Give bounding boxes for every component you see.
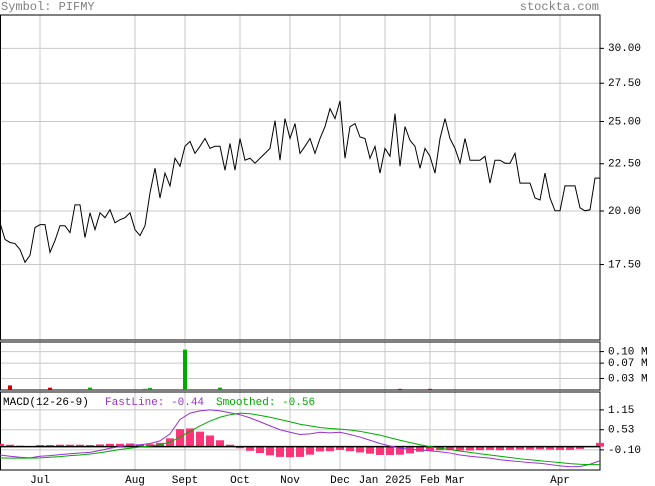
y-tick-label: 1.15 bbox=[608, 405, 634, 417]
histogram-bar bbox=[546, 446, 554, 450]
x-tick-label: Feb bbox=[420, 475, 440, 486]
volume-bar bbox=[148, 388, 152, 390]
y-tick-label: 22.50 bbox=[608, 159, 641, 171]
histogram-bar bbox=[266, 446, 274, 456]
histogram-bar bbox=[146, 444, 154, 447]
histogram-bar bbox=[556, 446, 564, 450]
y-tick-label: -0.10 bbox=[608, 445, 641, 457]
x-tick-label: Aug bbox=[125, 475, 145, 486]
histogram-bar bbox=[286, 446, 294, 458]
histogram-bar bbox=[116, 443, 124, 447]
histogram-bar bbox=[416, 446, 424, 452]
histogram-bar bbox=[386, 446, 394, 455]
x-tick-label: Mar bbox=[445, 475, 465, 486]
histogram-bar bbox=[316, 446, 324, 452]
y-tick-label: 0.03 M bbox=[608, 373, 648, 385]
volume-bar bbox=[218, 387, 222, 390]
histogram-bar bbox=[176, 429, 184, 447]
histogram-bar bbox=[196, 431, 204, 447]
volume-bar bbox=[8, 385, 12, 390]
x-tick-label: Sept bbox=[172, 475, 198, 486]
histogram-bar bbox=[46, 445, 54, 447]
histogram-bar bbox=[346, 446, 354, 452]
histogram-bar bbox=[446, 446, 454, 451]
x-tick-label: Apr bbox=[550, 475, 570, 486]
price-line bbox=[0, 100, 600, 264]
legend-entry: Smoothed: -0.56 bbox=[216, 397, 315, 409]
histogram-bar bbox=[86, 445, 94, 447]
histogram-bar bbox=[356, 446, 364, 453]
histogram-bar bbox=[216, 440, 224, 447]
volume-bar bbox=[183, 349, 187, 390]
y-tick-label: 30.00 bbox=[608, 43, 641, 55]
volume-bar bbox=[143, 388, 147, 390]
histogram-bar bbox=[466, 446, 474, 451]
histogram-bar bbox=[296, 446, 304, 457]
site-label: stockta.com bbox=[520, 0, 599, 14]
y-tick-label: 0.07 M bbox=[608, 358, 648, 370]
macd-title: MACD(12-26-9) bbox=[3, 397, 89, 409]
y-tick-label: 0.10 M bbox=[608, 347, 648, 359]
macd-line bbox=[0, 409, 601, 468]
volume-bar bbox=[48, 387, 52, 390]
y-tick-label: 25.00 bbox=[608, 116, 641, 128]
histogram-bar bbox=[486, 446, 494, 450]
symbol-label: Symbol: PIFMY bbox=[1, 0, 95, 14]
macd-line bbox=[0, 412, 600, 466]
x-tick-label: Jul bbox=[30, 475, 50, 486]
histogram-bar bbox=[6, 444, 14, 447]
x-tick-label: Dec bbox=[330, 475, 350, 486]
volume-bar bbox=[88, 387, 92, 390]
y-tick-label: 20.00 bbox=[608, 206, 641, 218]
x-tick-label: Oct bbox=[230, 475, 250, 486]
histogram-bar bbox=[566, 446, 574, 450]
volume-bar bbox=[398, 388, 402, 390]
histogram-bar bbox=[306, 446, 314, 455]
histogram-bar bbox=[406, 446, 414, 454]
histogram-bar bbox=[576, 446, 584, 449]
histogram-bar bbox=[326, 446, 334, 452]
histogram-bar bbox=[426, 446, 434, 451]
panel-frame bbox=[0, 341, 601, 391]
histogram-bar bbox=[496, 446, 504, 451]
histogram-bar bbox=[246, 446, 254, 451]
histogram-bar bbox=[136, 444, 144, 447]
histogram-bar bbox=[276, 446, 284, 457]
y-tick-label: 27.50 bbox=[608, 78, 641, 90]
y-tick-label: 0.53 bbox=[608, 425, 634, 437]
histogram-bar bbox=[506, 446, 514, 450]
histogram-bar bbox=[516, 446, 524, 450]
histogram-bar bbox=[36, 445, 44, 447]
volume-bar bbox=[428, 388, 432, 390]
histogram-bar bbox=[106, 443, 114, 447]
histogram-bar bbox=[76, 444, 84, 447]
x-tick-label: Nov bbox=[280, 475, 300, 486]
histogram-bar bbox=[0, 443, 4, 447]
panel-frame bbox=[0, 14, 601, 341]
histogram-bar bbox=[366, 446, 374, 454]
y-tick-label: 17.50 bbox=[608, 259, 641, 271]
histogram-bar bbox=[456, 446, 464, 451]
histogram-bar bbox=[56, 444, 64, 447]
legend-entry: FastLine: -0.44 bbox=[105, 397, 204, 409]
panel-frame bbox=[0, 391, 601, 471]
histogram-bar bbox=[336, 446, 344, 450]
histogram-bar bbox=[206, 435, 214, 447]
histogram-bar bbox=[526, 446, 534, 450]
x-tick-label: Jan 2025 bbox=[359, 475, 412, 486]
histogram-bar bbox=[186, 428, 194, 447]
histogram-bar bbox=[96, 444, 104, 447]
histogram-bar bbox=[536, 446, 544, 450]
histogram-bar bbox=[596, 442, 604, 447]
histogram-bar bbox=[396, 446, 404, 455]
histogram-bar bbox=[476, 446, 484, 451]
histogram-bar bbox=[376, 446, 384, 455]
histogram-bar bbox=[256, 446, 264, 454]
histogram-bar bbox=[226, 444, 234, 447]
histogram-bar bbox=[236, 446, 244, 449]
histogram-bar bbox=[66, 444, 74, 447]
